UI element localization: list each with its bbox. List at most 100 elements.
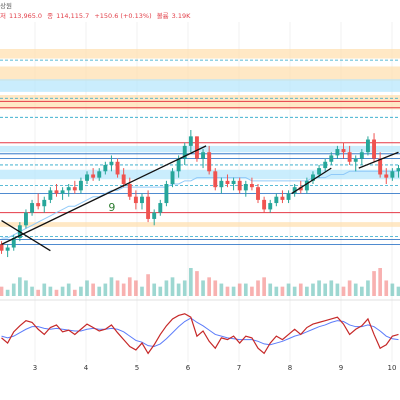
volume-bar bbox=[121, 283, 126, 296]
volume-bar bbox=[384, 280, 389, 296]
trend-line bbox=[291, 167, 332, 195]
candle-body bbox=[201, 152, 206, 159]
volume-bar bbox=[280, 286, 285, 296]
volume-bar bbox=[366, 280, 370, 296]
cyan-zone bbox=[0, 79, 400, 92]
candle-body bbox=[133, 196, 138, 204]
candle-body bbox=[5, 247, 10, 251]
volume-bar bbox=[30, 286, 34, 296]
volume-bar bbox=[347, 280, 352, 296]
volume-bar bbox=[353, 283, 358, 296]
volume-bar bbox=[189, 268, 193, 296]
volume-bar bbox=[66, 283, 71, 296]
candle-body bbox=[152, 212, 157, 219]
candle-body bbox=[286, 193, 291, 200]
volume-bar bbox=[5, 289, 10, 296]
volume-bar bbox=[195, 271, 199, 296]
volume-bar bbox=[213, 280, 218, 296]
volume-bar bbox=[286, 283, 291, 296]
candle-body bbox=[60, 190, 65, 194]
candle-body bbox=[304, 180, 309, 191]
orange-zone bbox=[0, 222, 400, 227]
volume-bar bbox=[317, 280, 321, 296]
candle-body bbox=[109, 161, 114, 165]
candle-body bbox=[323, 161, 328, 169]
volume-label: 볼륨 bbox=[156, 12, 169, 20]
candle-body bbox=[140, 196, 144, 204]
volume-bar bbox=[60, 286, 65, 296]
candle-body bbox=[341, 149, 346, 153]
volume-bar bbox=[298, 283, 303, 296]
candle-body bbox=[353, 158, 358, 162]
moving-average-line bbox=[1, 170, 399, 239]
candle-body bbox=[36, 203, 41, 207]
candle-body bbox=[384, 174, 389, 178]
volume-value: 3.19K bbox=[171, 12, 191, 20]
candle-body bbox=[85, 174, 89, 181]
volume-bar bbox=[372, 271, 376, 296]
x-tick-label: 6 bbox=[186, 364, 191, 372]
volume-bar bbox=[11, 283, 16, 296]
candle-body bbox=[194, 136, 199, 159]
candle-body bbox=[121, 174, 126, 184]
low-label: 저 bbox=[0, 12, 6, 20]
volume-bar bbox=[268, 283, 273, 296]
volume-bar bbox=[311, 283, 315, 296]
ohlc-header: 저 113,965.0 종 114,115.7 +150.6 (+0.13%) 볼륨… bbox=[0, 10, 193, 22]
trend-line bbox=[1, 145, 207, 245]
volume-bar bbox=[378, 268, 382, 296]
volume-bar bbox=[292, 286, 297, 296]
candle-body bbox=[115, 161, 120, 175]
candle-body bbox=[24, 212, 28, 226]
candle-body bbox=[372, 139, 376, 159]
candle-body bbox=[243, 184, 248, 191]
volume-bar bbox=[256, 280, 260, 296]
candle-body bbox=[249, 184, 254, 188]
candle-body bbox=[54, 190, 59, 194]
volume-bar bbox=[48, 286, 53, 296]
candle-body bbox=[170, 171, 175, 184]
candle-body bbox=[30, 203, 35, 213]
trend-line bbox=[358, 151, 399, 169]
volume-bar bbox=[225, 286, 230, 296]
low-value: 113,965.0 bbox=[8, 12, 43, 20]
candle-body bbox=[78, 180, 83, 191]
volume-bar bbox=[237, 283, 242, 296]
volume-bar bbox=[146, 274, 150, 296]
orange-zone bbox=[0, 49, 400, 59]
candle-body bbox=[164, 184, 169, 204]
volume-bar bbox=[109, 277, 114, 296]
candle-body bbox=[219, 180, 224, 188]
orange-zone bbox=[0, 95, 400, 110]
volume-bar bbox=[54, 289, 59, 296]
volume-bar bbox=[36, 289, 40, 296]
x-tick-label: 8 bbox=[288, 364, 292, 372]
candle-body bbox=[182, 145, 187, 159]
volume-bar bbox=[360, 286, 364, 296]
candle-body bbox=[103, 164, 108, 172]
candle-body bbox=[72, 187, 77, 191]
candle-body bbox=[268, 203, 273, 210]
annotation-label: 9 bbox=[108, 201, 115, 214]
candle-body bbox=[237, 180, 242, 191]
volume-bar bbox=[85, 280, 89, 296]
volume-bar bbox=[158, 286, 163, 296]
candle-body bbox=[335, 149, 340, 156]
volume-bar bbox=[396, 286, 400, 296]
candle-body bbox=[213, 171, 218, 188]
rsi-line bbox=[1, 313, 399, 355]
candle-body bbox=[359, 152, 364, 159]
candle-body bbox=[231, 180, 236, 184]
volume-bar bbox=[323, 283, 328, 296]
candle-body bbox=[127, 184, 132, 197]
volume-bar bbox=[42, 283, 47, 296]
volume-bar bbox=[24, 280, 28, 296]
candle-body bbox=[298, 187, 303, 191]
x-tick-label: 9 bbox=[339, 364, 343, 372]
candle-body bbox=[292, 187, 297, 194]
candle-body bbox=[390, 171, 395, 178]
volume-bar bbox=[72, 289, 77, 296]
volume-bar bbox=[182, 280, 187, 296]
